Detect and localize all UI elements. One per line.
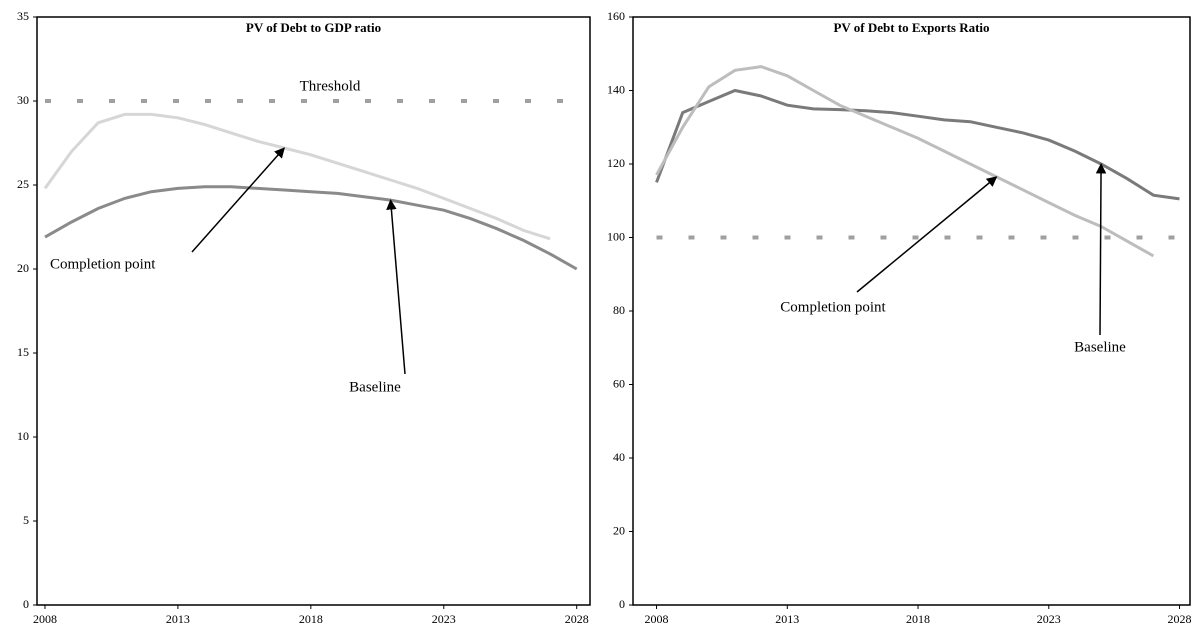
y-tick-label: 20	[613, 523, 625, 537]
annotation: Baseline	[1074, 339, 1126, 355]
annotation-arrow	[191, 147, 285, 253]
y-tick-label: 160	[607, 9, 625, 23]
x-tick-label: 2008	[33, 612, 57, 626]
y-tick-label: 80	[613, 303, 625, 317]
plot-frame	[36, 16, 591, 606]
annotation: Baseline	[349, 379, 401, 395]
y-tick-label: 120	[607, 156, 625, 170]
y-tick-label: 0	[23, 597, 29, 611]
y-tick-label: 10	[17, 429, 29, 443]
annotation: Completion point	[50, 256, 156, 272]
y-tick-label: 25	[17, 177, 29, 191]
chart-title: PV of Debt to Exports Ratio	[833, 20, 989, 35]
annotation-arrow	[386, 199, 406, 375]
series-line	[43, 112, 551, 241]
series-line	[655, 88, 1180, 201]
y-tick-label: 15	[17, 345, 29, 359]
annotation-arrow	[1095, 162, 1107, 336]
plot-frame	[632, 16, 1191, 606]
x-tick-label: 2018	[299, 612, 323, 626]
x-tick-label: 2013	[775, 612, 799, 626]
series-line	[655, 65, 1155, 258]
x-tick-label: 2023	[432, 612, 456, 626]
y-tick-label: 40	[613, 450, 625, 464]
y-tick-label: 60	[613, 376, 625, 390]
x-tick-label: 2023	[1037, 612, 1061, 626]
x-tick-label: 2013	[166, 612, 190, 626]
y-tick-label: 20	[17, 261, 29, 275]
x-tick-label: 2018	[906, 612, 930, 626]
y-tick-label: 140	[607, 82, 625, 96]
annotation: Completion point	[780, 299, 886, 315]
y-tick-label: 0	[619, 597, 625, 611]
x-tick-label: 2028	[565, 612, 589, 626]
annotation-arrow	[856, 176, 998, 293]
chart-title: PV of Debt to GDP ratio	[246, 20, 381, 35]
y-tick-label: 35	[17, 9, 29, 23]
x-tick-label: 2008	[645, 612, 669, 626]
y-tick-label: 5	[23, 513, 29, 527]
y-tick-label: 100	[607, 229, 625, 243]
series-line	[44, 185, 578, 271]
annotation: Threshold	[300, 78, 361, 94]
y-tick-label: 30	[17, 93, 29, 107]
x-tick-label: 2028	[1168, 612, 1192, 626]
